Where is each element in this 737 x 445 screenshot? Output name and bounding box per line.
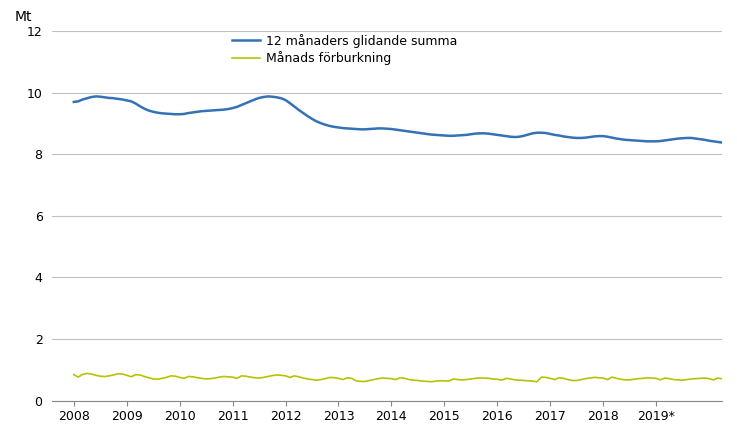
12 månaders glidande summa	[625, 138, 634, 143]
Line: Månads förburkning: Månads förburkning	[74, 373, 737, 382]
Månads förburkning	[83, 371, 91, 376]
12 månaders glidande summa	[69, 99, 78, 105]
Månads förburkning	[356, 379, 365, 384]
Månads förburkning	[629, 376, 638, 382]
Månads förburkning	[551, 377, 559, 382]
12 månaders glidande summa	[731, 141, 737, 146]
12 månaders glidande summa	[246, 99, 255, 104]
12 månaders glidande summa	[546, 131, 555, 137]
Månads förburkning	[484, 376, 493, 381]
12 månaders glidande summa	[91, 94, 100, 99]
Text: Mt: Mt	[15, 10, 32, 24]
Legend: 12 månaders glidande summa, Månads förburkning: 12 månaders glidande summa, Månads förbu…	[232, 34, 458, 65]
Månads förburkning	[329, 375, 338, 380]
12 månaders glidande summa	[480, 131, 489, 136]
Line: 12 månaders glidande summa: 12 månaders glidande summa	[74, 97, 737, 144]
Månads förburkning	[246, 374, 255, 380]
12 månaders glidande summa	[329, 124, 338, 129]
12 månaders glidande summa	[356, 127, 365, 132]
Månads förburkning	[69, 372, 78, 377]
Månads förburkning	[427, 379, 436, 384]
